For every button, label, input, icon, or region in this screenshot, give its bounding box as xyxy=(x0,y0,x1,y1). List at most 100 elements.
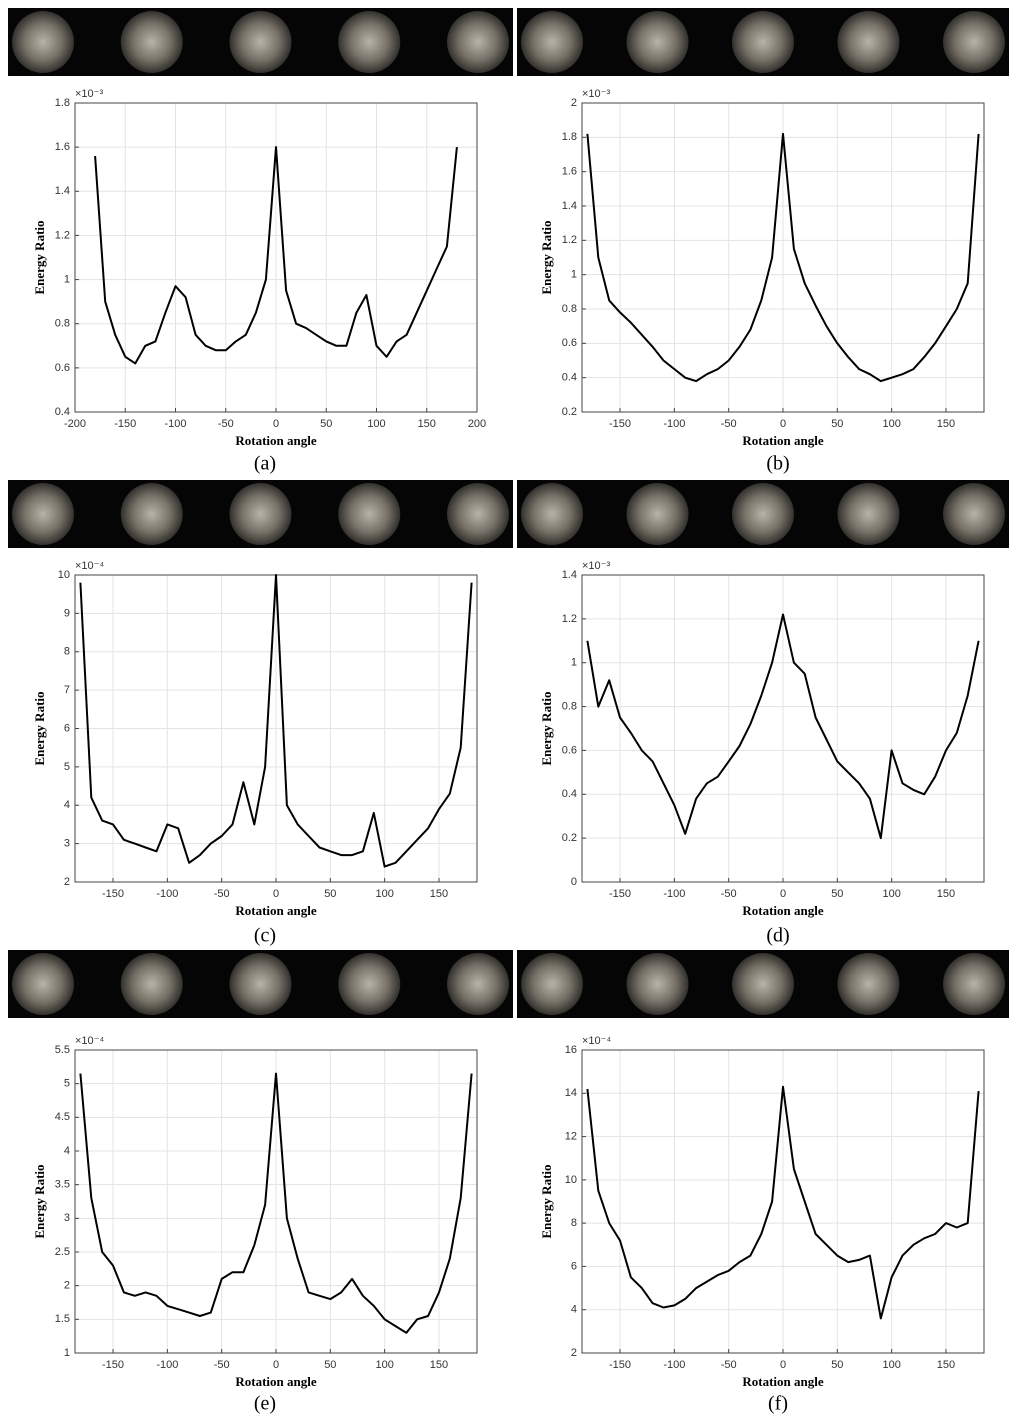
y-tick-label: 1.4 xyxy=(562,200,577,212)
axes-box xyxy=(74,1049,478,1354)
y-tick-label: 9 xyxy=(64,607,70,619)
x-axis-label: Rotation angle xyxy=(742,903,823,918)
y-tick-label: 0.6 xyxy=(55,362,70,374)
y-multiplier: ×10⁻⁴ xyxy=(75,560,104,572)
target-thumbnail xyxy=(626,11,689,73)
y-tick-label: 0 xyxy=(571,876,577,888)
target-thumbnail xyxy=(447,953,509,1015)
y-axis-label: Energy Ratio xyxy=(539,1164,554,1238)
y-tick-label: 2 xyxy=(571,97,577,109)
target-thumbnail xyxy=(943,483,1005,545)
x-tick-label: -200 xyxy=(64,418,86,430)
y-tick-label: 14 xyxy=(565,1087,577,1099)
y-tick-label: 5 xyxy=(64,761,70,773)
y-tick-label: 0.8 xyxy=(562,303,577,315)
y-axis-label: Energy Ratio xyxy=(539,220,554,294)
y-tick-label: 1 xyxy=(571,269,577,281)
target-thumbnail xyxy=(943,11,1005,73)
x-tick-label: 0 xyxy=(273,418,279,430)
y-multiplier: ×10⁻³ xyxy=(75,88,103,100)
x-tick-label: -100 xyxy=(663,888,685,900)
y-tick-label: 2 xyxy=(571,1347,577,1359)
x-tick-label: -150 xyxy=(102,1359,124,1371)
target-thumbnail xyxy=(120,953,183,1015)
axes-box xyxy=(581,574,985,883)
y-tick-label: 2 xyxy=(64,1280,70,1292)
panel-label: (d) xyxy=(766,925,789,947)
y-tick-label: 1.5 xyxy=(55,1313,70,1325)
x-tick-label: 0 xyxy=(780,1359,786,1371)
data-line xyxy=(586,613,980,840)
x-tick-label: 100 xyxy=(367,418,385,430)
target-thumbnail xyxy=(338,11,401,73)
target-thumbnail xyxy=(626,483,689,545)
x-tick-label: -100 xyxy=(164,418,186,430)
axes-box xyxy=(74,102,478,413)
x-tick-label: 0 xyxy=(780,888,786,900)
y-tick-label: 0.6 xyxy=(562,744,577,756)
data-line xyxy=(79,574,473,868)
x-tick-label: 150 xyxy=(937,418,955,430)
y-tick-label: 5 xyxy=(64,1078,70,1090)
y-tick-label: 7 xyxy=(64,684,70,696)
y-tick-label: 1.6 xyxy=(562,166,577,178)
x-tick-label: 100 xyxy=(375,888,393,900)
y-tick-label: 4 xyxy=(64,1145,70,1157)
y-tick-label: 1 xyxy=(64,1347,70,1359)
axes-box xyxy=(581,102,985,413)
x-tick-label: 50 xyxy=(831,1359,843,1371)
target-thumbnail xyxy=(837,953,900,1015)
target-thumbnail xyxy=(732,953,794,1015)
x-tick-label: -100 xyxy=(663,418,685,430)
panel-label: (a) xyxy=(254,453,276,475)
x-tick-label: 150 xyxy=(430,888,448,900)
x-tick-label: 150 xyxy=(937,888,955,900)
target-thumbnail xyxy=(120,11,183,73)
x-tick-label: -150 xyxy=(609,1359,631,1371)
y-tick-label: 1.2 xyxy=(55,229,70,241)
target-thumbnail xyxy=(943,953,1005,1015)
y-axis-label: Energy Ratio xyxy=(32,1164,47,1238)
y-axis-label: Energy Ratio xyxy=(32,691,47,765)
y-tick-label: 1 xyxy=(571,657,577,669)
x-tick-label: 50 xyxy=(831,888,843,900)
y-multiplier: ×10⁻³ xyxy=(582,88,610,100)
y-tick-label: 1.8 xyxy=(55,97,70,109)
x-tick-label: -150 xyxy=(114,418,136,430)
y-tick-label: 3.5 xyxy=(55,1179,70,1191)
x-axis-label: Rotation angle xyxy=(235,1374,316,1389)
y-tick-label: 1.4 xyxy=(562,569,577,581)
panel-label: (e) xyxy=(254,1393,276,1415)
y-tick-label: 3 xyxy=(64,1212,70,1224)
x-axis-label: Rotation angle xyxy=(235,433,316,448)
y-tick-label: 0.2 xyxy=(562,832,577,844)
panel-label: (c) xyxy=(254,925,276,947)
y-multiplier: ×10⁻⁴ xyxy=(75,1035,104,1047)
target-thumbnail xyxy=(837,483,900,545)
y-tick-label: 0.4 xyxy=(562,788,577,800)
panel-label: (b) xyxy=(766,453,789,475)
x-tick-label: 50 xyxy=(324,888,336,900)
x-tick-label: -150 xyxy=(609,418,631,430)
target-thumbnail xyxy=(12,953,74,1015)
y-multiplier: ×10⁻⁴ xyxy=(582,1035,611,1047)
y-axis-label: Energy Ratio xyxy=(32,220,47,294)
target-thumbnail xyxy=(732,483,794,545)
target-thumbnail xyxy=(521,953,583,1015)
target-thumbnail xyxy=(626,953,689,1015)
y-tick-label: 6 xyxy=(64,722,70,734)
y-tick-label: 0.4 xyxy=(55,406,70,418)
x-tick-label: -50 xyxy=(721,1359,737,1371)
x-axis-label: Rotation angle xyxy=(742,1374,823,1389)
x-tick-label: 150 xyxy=(430,1359,448,1371)
y-tick-label: 6 xyxy=(571,1260,577,1272)
y-tick-label: 1.4 xyxy=(55,185,70,197)
x-tick-label: -100 xyxy=(156,888,178,900)
y-tick-label: 4.5 xyxy=(55,1111,70,1123)
target-thumbnail xyxy=(229,483,292,545)
x-tick-label: -50 xyxy=(218,418,234,430)
y-tick-label: 1.2 xyxy=(562,234,577,246)
target-thumbnail xyxy=(12,483,74,545)
target-thumbnail xyxy=(447,11,509,73)
x-tick-label: 0 xyxy=(273,888,279,900)
